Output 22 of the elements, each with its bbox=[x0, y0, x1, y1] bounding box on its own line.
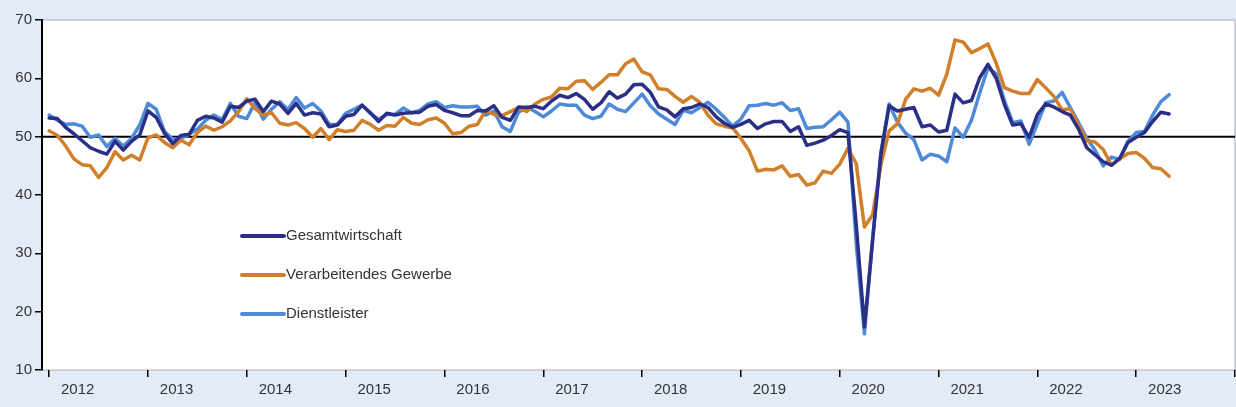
x-tick-label: 2020 bbox=[851, 380, 885, 398]
y-tick-label: 60 bbox=[15, 68, 32, 86]
legend-label: Gesamtwirtschaft bbox=[286, 226, 403, 244]
x-tick-label: 2017 bbox=[555, 380, 589, 398]
x-tick-label: 2015 bbox=[357, 380, 391, 398]
x-tick-label: 2019 bbox=[752, 380, 787, 398]
y-tick-label: 20 bbox=[15, 301, 32, 319]
x-tick-label: 2022 bbox=[1049, 380, 1083, 398]
x-tick-label: 2018 bbox=[653, 380, 688, 398]
legend-label: Dienstleister bbox=[286, 304, 369, 322]
x-tick-label: 2016 bbox=[456, 380, 490, 398]
x-tick-label: 2013 bbox=[159, 380, 194, 398]
x-tick-label: 2021 bbox=[950, 380, 984, 398]
y-tick-label: 30 bbox=[15, 243, 32, 261]
x-tick-label: 2023 bbox=[1148, 380, 1182, 398]
y-tick-label: 10 bbox=[15, 360, 32, 378]
legend-label: Verarbeitendes Gewerbe bbox=[286, 265, 452, 283]
y-tick-label: 50 bbox=[15, 126, 32, 144]
x-tick-label: 2014 bbox=[258, 380, 293, 398]
x-tick-label: 2012 bbox=[61, 380, 95, 398]
y-tick-label: 70 bbox=[15, 10, 32, 28]
y-tick-label: 40 bbox=[15, 185, 32, 203]
